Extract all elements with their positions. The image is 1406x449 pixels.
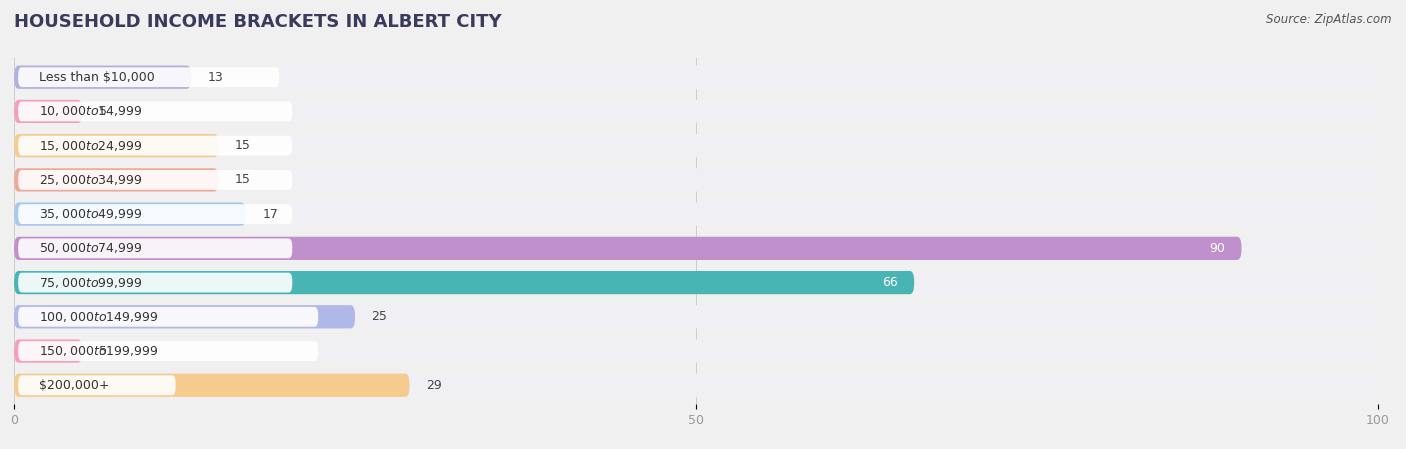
- FancyBboxPatch shape: [14, 168, 1378, 192]
- FancyBboxPatch shape: [14, 339, 1378, 363]
- Text: 25: 25: [371, 310, 387, 323]
- FancyBboxPatch shape: [14, 134, 1378, 157]
- FancyBboxPatch shape: [18, 204, 292, 224]
- Text: $10,000 to $14,999: $10,000 to $14,999: [38, 105, 142, 119]
- FancyBboxPatch shape: [14, 271, 914, 294]
- FancyBboxPatch shape: [14, 374, 1378, 397]
- Text: 66: 66: [882, 276, 898, 289]
- FancyBboxPatch shape: [14, 305, 354, 329]
- Text: $100,000 to $149,999: $100,000 to $149,999: [38, 310, 157, 324]
- FancyBboxPatch shape: [14, 202, 246, 226]
- FancyBboxPatch shape: [18, 273, 292, 292]
- FancyBboxPatch shape: [14, 339, 82, 363]
- Text: 17: 17: [263, 207, 278, 220]
- Text: $75,000 to $99,999: $75,000 to $99,999: [38, 276, 142, 290]
- FancyBboxPatch shape: [14, 134, 219, 157]
- Text: $50,000 to $74,999: $50,000 to $74,999: [38, 242, 142, 255]
- FancyBboxPatch shape: [14, 100, 82, 123]
- FancyBboxPatch shape: [14, 100, 1378, 123]
- FancyBboxPatch shape: [14, 305, 1378, 329]
- FancyBboxPatch shape: [18, 341, 318, 361]
- Text: $35,000 to $49,999: $35,000 to $49,999: [38, 207, 142, 221]
- Text: Less than $10,000: Less than $10,000: [38, 70, 155, 84]
- FancyBboxPatch shape: [18, 136, 292, 155]
- FancyBboxPatch shape: [18, 238, 292, 258]
- FancyBboxPatch shape: [14, 66, 191, 89]
- FancyBboxPatch shape: [14, 237, 1378, 260]
- Text: 5: 5: [98, 105, 107, 118]
- Text: $150,000 to $199,999: $150,000 to $199,999: [38, 344, 157, 358]
- FancyBboxPatch shape: [14, 66, 1378, 89]
- Text: 90: 90: [1209, 242, 1225, 255]
- FancyBboxPatch shape: [14, 202, 1378, 226]
- Text: Source: ZipAtlas.com: Source: ZipAtlas.com: [1267, 13, 1392, 26]
- Text: 15: 15: [235, 173, 250, 186]
- FancyBboxPatch shape: [14, 237, 1241, 260]
- Text: $15,000 to $24,999: $15,000 to $24,999: [38, 139, 142, 153]
- FancyBboxPatch shape: [18, 101, 292, 121]
- Text: 29: 29: [426, 379, 441, 392]
- FancyBboxPatch shape: [14, 374, 409, 397]
- FancyBboxPatch shape: [18, 307, 318, 327]
- FancyBboxPatch shape: [18, 375, 176, 395]
- Text: HOUSEHOLD INCOME BRACKETS IN ALBERT CITY: HOUSEHOLD INCOME BRACKETS IN ALBERT CITY: [14, 13, 502, 31]
- Text: $200,000+: $200,000+: [38, 379, 110, 392]
- Text: 15: 15: [235, 139, 250, 152]
- FancyBboxPatch shape: [18, 170, 292, 190]
- Text: $25,000 to $34,999: $25,000 to $34,999: [38, 173, 142, 187]
- FancyBboxPatch shape: [14, 271, 1378, 294]
- FancyBboxPatch shape: [18, 67, 280, 87]
- FancyBboxPatch shape: [14, 168, 219, 192]
- Text: 13: 13: [208, 70, 224, 84]
- Text: 5: 5: [98, 344, 107, 357]
